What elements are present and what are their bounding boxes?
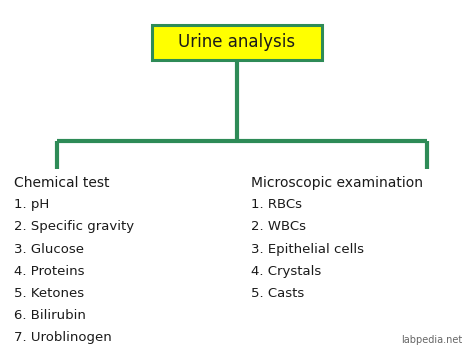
- Text: Urine analysis: Urine analysis: [178, 33, 296, 51]
- Text: 4. Proteins: 4. Proteins: [14, 265, 85, 278]
- Text: 5. Casts: 5. Casts: [251, 287, 304, 300]
- Text: 4. Crystals: 4. Crystals: [251, 265, 321, 278]
- FancyBboxPatch shape: [152, 25, 322, 60]
- Text: 1. RBCs: 1. RBCs: [251, 198, 302, 211]
- Text: 3. Glucose: 3. Glucose: [14, 243, 84, 256]
- Text: 2. Specific gravity: 2. Specific gravity: [14, 220, 134, 233]
- Text: 6. Bilirubin: 6. Bilirubin: [14, 309, 86, 322]
- Text: 5. Ketones: 5. Ketones: [14, 287, 84, 300]
- Text: Chemical test: Chemical test: [14, 176, 109, 190]
- Text: 1. pH: 1. pH: [14, 198, 49, 211]
- Text: labpedia.net: labpedia.net: [401, 335, 462, 345]
- Text: 3. Epithelial cells: 3. Epithelial cells: [251, 243, 364, 256]
- Text: Microscopic examination: Microscopic examination: [251, 176, 423, 190]
- Text: 2. WBCs: 2. WBCs: [251, 220, 306, 233]
- Text: 7. Uroblinogen: 7. Uroblinogen: [14, 331, 112, 344]
